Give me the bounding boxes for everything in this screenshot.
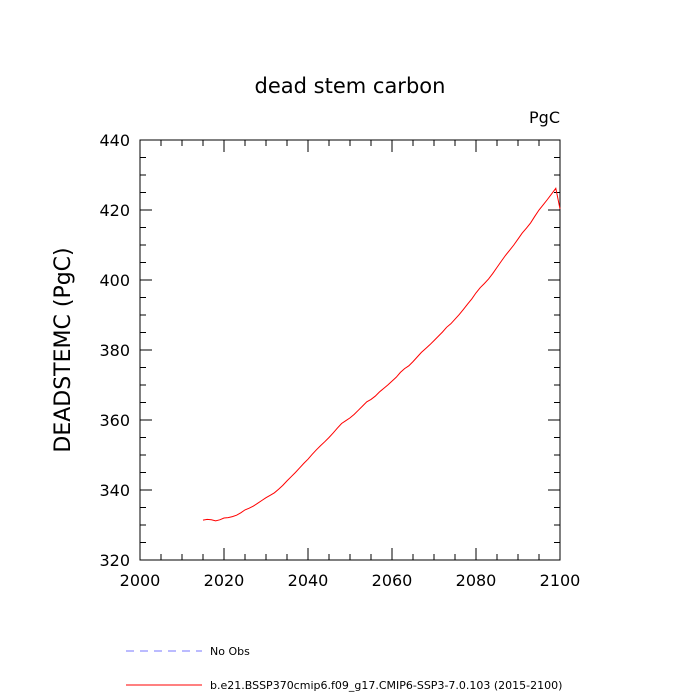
units-label: PgC (529, 108, 560, 127)
y-tick-label: 420 (99, 201, 130, 220)
y-tick-label: 400 (99, 271, 130, 290)
chart-title: dead stem carbon (255, 74, 446, 98)
x-tick-label: 2060 (372, 571, 413, 590)
x-tick-label: 2100 (540, 571, 581, 590)
x-tick-label: 2080 (456, 571, 497, 590)
series-line-1 (202, 187, 561, 522)
y-tick-label: 340 (99, 481, 130, 500)
legend-label-1: b.e21.BSSP370cmip6.f09_g17.CMIP6-SSP3-7.… (210, 679, 562, 692)
legend-label-0: No Obs (210, 645, 250, 658)
y-tick-label: 320 (99, 551, 130, 570)
plot-frame (139, 139, 561, 561)
x-tick-label: 2040 (288, 571, 329, 590)
x-tick-label: 2000 (120, 571, 161, 590)
y-axis-label: DEADSTEMC (PgC) (51, 247, 76, 452)
y-tick-label: 360 (99, 411, 130, 430)
y-tick-label: 440 (99, 131, 130, 150)
y-tick-label: 380 (99, 341, 130, 360)
x-tick-label: 2020 (204, 571, 245, 590)
